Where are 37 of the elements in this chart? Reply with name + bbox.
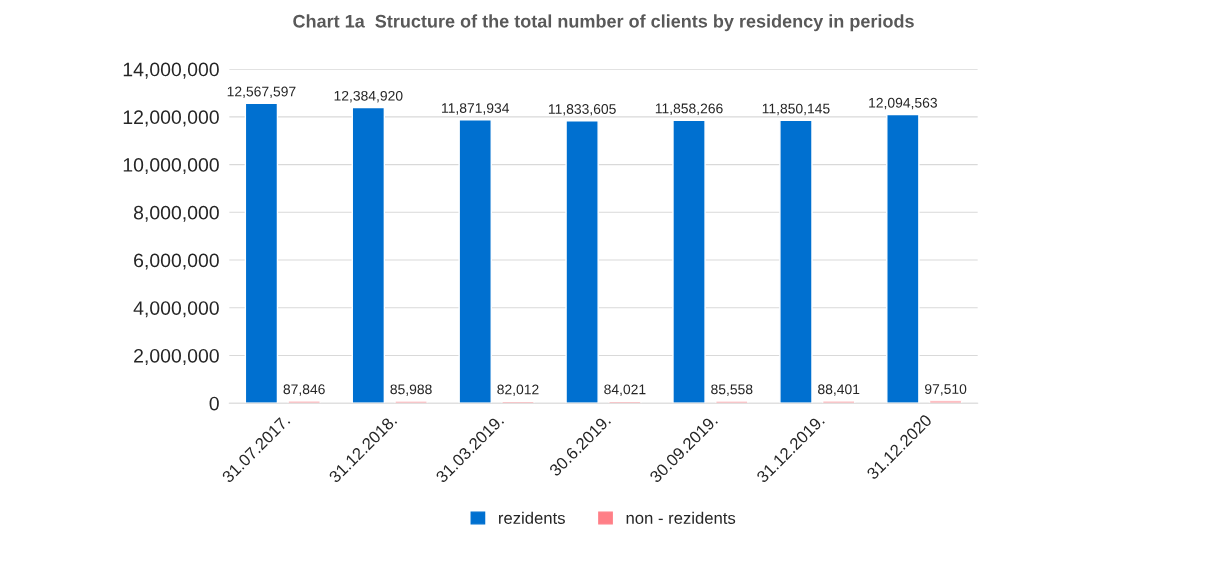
legend-label: rezidents [499,511,565,524]
data-label: 82,012 [497,384,539,396]
data-label: 87,846 [283,384,325,396]
data-label: 85,988 [390,384,432,396]
bar [821,400,856,404]
y-tick-label: 2,000,000 [134,348,219,366]
data-label: 11,833,605 [548,104,616,116]
bar [565,120,599,404]
y-tick-label: 14,000,000 [123,62,219,79]
y-tick-label: 6,000,000 [134,253,219,270]
data-label: 11,871,934 [442,103,510,115]
data-label: 11,858,266 [655,103,723,115]
chart-title: Chart 1a Structure of the total number of clients by residency in periods [293,14,914,32]
data-label: 12,384,920 [334,90,403,103]
data-label: 12,094,563 [869,97,937,110]
data-label: 11,850,145 [762,103,830,116]
y-tick-label: 8,000,000 [133,205,219,222]
data-label: 85,558 [711,384,753,396]
bar [287,400,321,404]
y-tick-label: 10,000,000 [123,158,219,175]
bar [779,119,813,404]
bar [886,113,920,404]
data-label: 84,021 [604,384,646,396]
bar [351,106,386,404]
bar [672,119,706,404]
bar [244,102,279,404]
data-label: 88,401 [818,384,860,396]
data-label: 12,567,597 [227,86,296,99]
bar [458,119,492,404]
y-tick-label: 12,000,000 [123,110,219,127]
data-label: 97,510 [925,384,967,396]
bar [715,400,749,404]
y-tick-label: 0 [209,396,219,411]
y-tick-label: 4,000,000 [133,301,219,318]
bar [928,400,963,404]
bar [394,400,428,404]
legend-label: non - rezidents [626,511,736,524]
